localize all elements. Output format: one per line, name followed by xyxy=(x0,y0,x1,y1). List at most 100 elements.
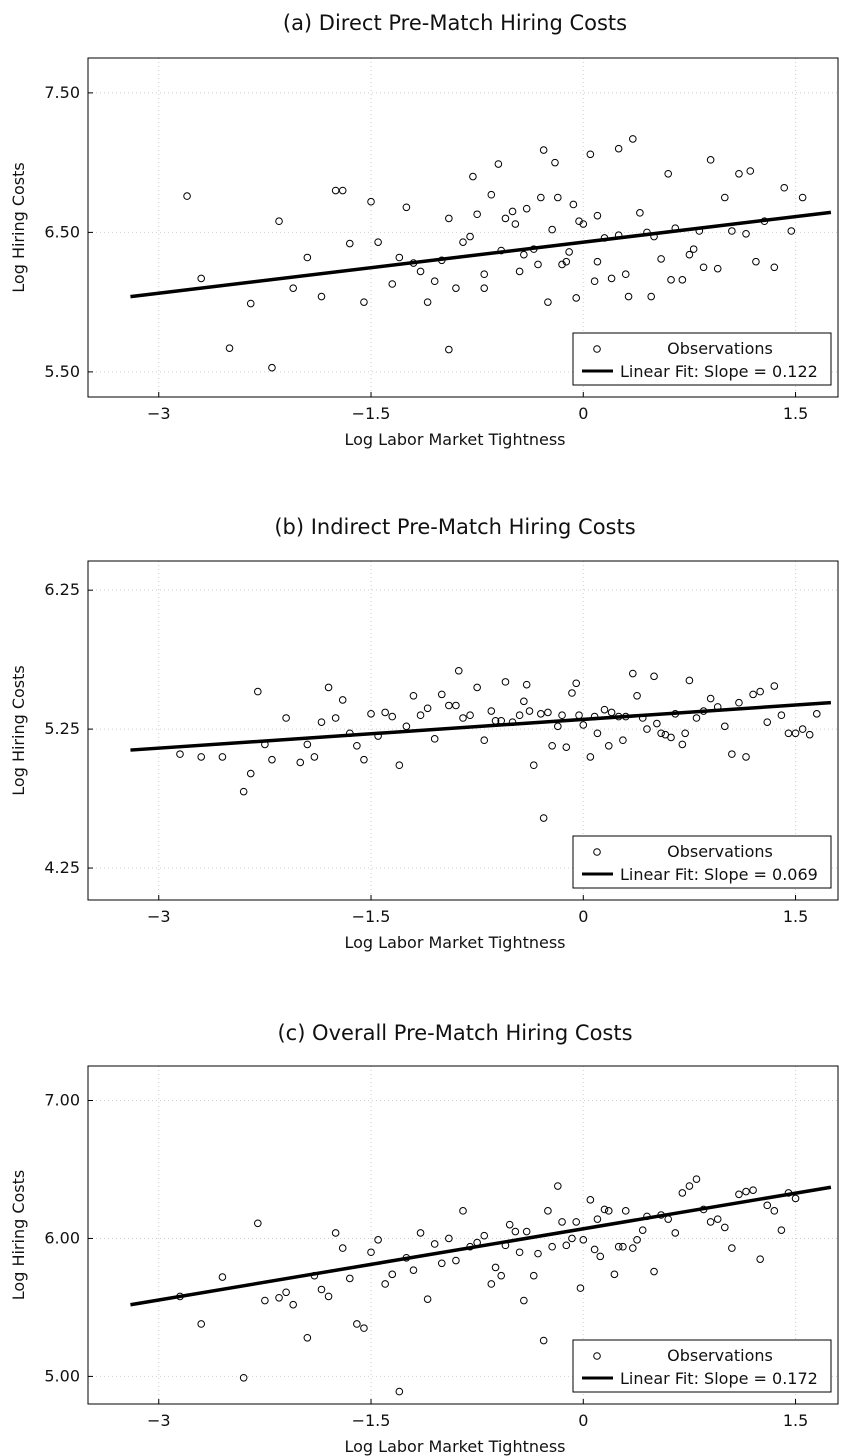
data-point xyxy=(455,667,462,674)
data-point xyxy=(276,218,283,225)
data-point xyxy=(396,1388,403,1395)
data-point xyxy=(573,680,580,687)
legend-label-observations: Observations xyxy=(667,842,773,861)
y-tick-label: 6.50 xyxy=(44,222,80,241)
data-point xyxy=(721,194,728,201)
data-point xyxy=(502,679,509,686)
data-point xyxy=(488,191,495,198)
data-point xyxy=(594,258,601,265)
data-point xyxy=(184,193,191,200)
x-tick-label: −3 xyxy=(147,907,171,926)
data-point xyxy=(799,194,806,201)
data-point xyxy=(601,1206,608,1213)
data-point xyxy=(651,1268,658,1275)
data-point xyxy=(785,730,792,737)
data-point xyxy=(311,754,318,761)
data-point xyxy=(530,762,537,769)
data-point xyxy=(654,720,661,727)
data-point xyxy=(332,715,339,722)
data-point xyxy=(538,194,545,201)
data-point xyxy=(693,715,700,722)
data-point xyxy=(332,187,339,194)
data-point xyxy=(757,688,764,695)
data-point xyxy=(559,712,566,719)
data-point xyxy=(240,788,247,795)
data-point xyxy=(368,198,375,205)
data-point xyxy=(753,258,760,265)
y-tick-label: 7.50 xyxy=(44,83,80,102)
data-point xyxy=(240,1374,247,1381)
x-tick-label: −1.5 xyxy=(352,907,391,926)
data-point xyxy=(668,277,675,284)
data-point xyxy=(594,1216,601,1223)
legend-label-observations: Observations xyxy=(667,339,773,358)
data-point xyxy=(605,1208,612,1215)
data-point xyxy=(339,697,346,704)
data-point xyxy=(403,204,410,211)
data-point xyxy=(325,1293,332,1300)
data-point xyxy=(611,1271,618,1278)
data-point xyxy=(283,715,290,722)
data-point xyxy=(605,742,612,749)
data-point xyxy=(750,691,757,698)
data-point xyxy=(587,1197,594,1204)
data-point xyxy=(446,215,453,222)
data-point xyxy=(594,730,601,737)
data-point xyxy=(781,184,788,191)
data-point xyxy=(700,264,707,271)
data-point xyxy=(665,170,672,177)
data-point xyxy=(354,742,361,749)
x-tick-label: 1.5 xyxy=(783,404,808,423)
data-point xyxy=(630,136,637,143)
data-point xyxy=(424,299,431,306)
data-point xyxy=(361,756,368,763)
data-point xyxy=(764,1202,771,1209)
data-point xyxy=(488,1281,495,1288)
x-tick-label: 1.5 xyxy=(783,907,808,926)
data-point xyxy=(736,699,743,706)
data-point xyxy=(555,1183,562,1190)
data-point xyxy=(648,293,655,300)
data-point xyxy=(743,230,750,237)
data-point xyxy=(460,1208,467,1215)
data-point xyxy=(332,1230,339,1237)
data-point xyxy=(679,1190,686,1197)
data-point xyxy=(570,201,577,208)
data-point xyxy=(535,1250,542,1257)
chart-title: (a) Direct Pre-Match Hiring Costs xyxy=(283,11,627,35)
data-point xyxy=(634,1237,641,1244)
data-point xyxy=(573,1219,580,1226)
data-point xyxy=(707,157,714,164)
data-point xyxy=(729,1245,736,1252)
data-point xyxy=(219,754,226,761)
data-point xyxy=(318,719,325,726)
legend: ObservationsLinear Fit: Slope = 0.172 xyxy=(573,1340,831,1392)
data-point xyxy=(460,715,467,722)
data-point xyxy=(375,239,382,246)
data-point xyxy=(354,1321,361,1328)
data-point xyxy=(587,151,594,158)
data-point xyxy=(512,221,519,228)
data-point xyxy=(540,815,547,822)
data-point xyxy=(339,1245,346,1252)
legend-label-fit: Linear Fit: Slope = 0.069 xyxy=(620,865,818,884)
data-point xyxy=(512,1228,519,1235)
data-point xyxy=(563,1242,570,1249)
data-point xyxy=(467,712,474,719)
data-point xyxy=(481,285,488,292)
data-point xyxy=(290,285,297,292)
legend-label-fit: Linear Fit: Slope = 0.122 xyxy=(620,362,818,381)
data-point xyxy=(620,737,627,744)
legend-label-fit: Linear Fit: Slope = 0.172 xyxy=(620,1369,818,1388)
data-point xyxy=(509,208,516,215)
data-point xyxy=(339,187,346,194)
data-point xyxy=(686,1183,693,1190)
data-point xyxy=(219,1274,226,1281)
data-point xyxy=(707,1219,714,1226)
data-point xyxy=(255,688,262,695)
data-point xyxy=(658,730,665,737)
data-point xyxy=(198,754,205,761)
data-point xyxy=(438,691,445,698)
data-point xyxy=(729,751,736,758)
